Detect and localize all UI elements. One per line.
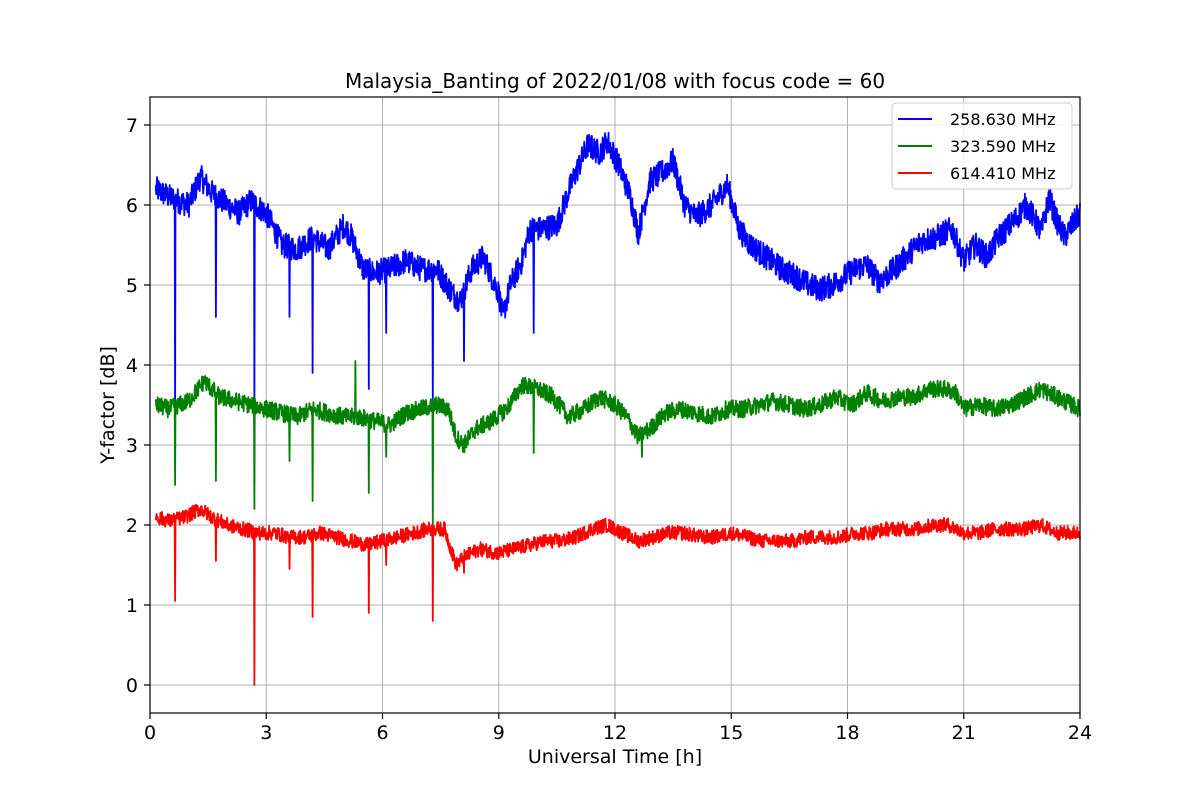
x-axis-label: Universal Time [h] (528, 746, 702, 768)
series-line (154, 360, 1081, 526)
x-tick-label: 24 (1068, 722, 1092, 744)
series-1 (154, 131, 1081, 414)
x-tick-label: 21 (952, 722, 976, 744)
series-layer (154, 131, 1081, 686)
legend-box (891, 102, 1073, 190)
x-tick-label: 6 (376, 722, 388, 744)
y-tick-label: 6 (126, 195, 138, 217)
y-tick-label: 7 (126, 115, 138, 137)
y-axis-label: Y-factor [dB] (97, 346, 119, 465)
x-tick-label: 3 (260, 722, 272, 744)
x-axis: 0 3 6 9 12 15 18 21 24 (144, 713, 1092, 744)
legend-label: 258.630 MHz (950, 110, 1055, 129)
series-2 (154, 360, 1081, 526)
y-tick-label: 4 (126, 355, 138, 377)
x-tick-label: 15 (719, 722, 743, 744)
x-tick-label: 9 (493, 722, 505, 744)
y-tick-label: 2 (126, 515, 138, 537)
x-tick-label: 12 (603, 722, 627, 744)
series-3 (154, 503, 1081, 686)
y-tick-label: 3 (126, 435, 138, 457)
y-tick-label: 0 (126, 675, 138, 697)
series-line (154, 503, 1081, 686)
legend-label: 614.410 MHz (950, 164, 1055, 183)
x-tick-label: 18 (835, 722, 859, 744)
legend: 258.630 MHz 323.590 MHz 614.410 MHz (891, 102, 1073, 190)
y-tick-label: 5 (126, 275, 138, 297)
chart-title: Malaysia_Banting of 2022/01/08 with focu… (345, 69, 885, 93)
y-tick-label: 1 (126, 595, 138, 617)
x-tick-label: 0 (144, 722, 156, 744)
y-axis: 0 1 2 3 4 5 6 7 (126, 115, 150, 697)
series-line (154, 131, 1081, 414)
legend-label: 323.590 MHz (950, 137, 1055, 156)
